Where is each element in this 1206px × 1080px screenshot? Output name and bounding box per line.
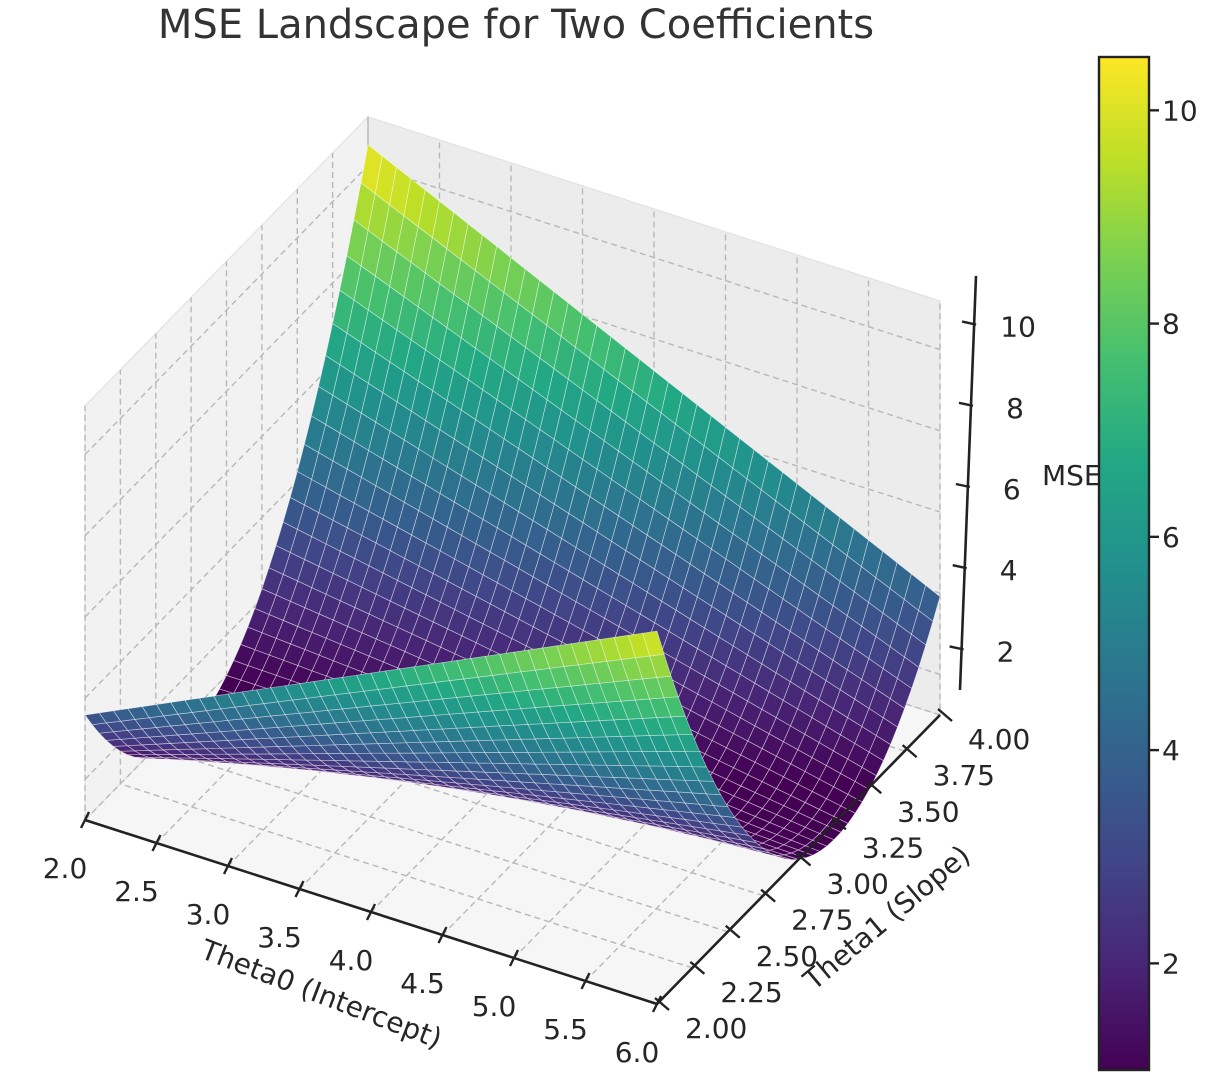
y-tick-mark bbox=[760, 888, 776, 903]
z-tick-label: 4 bbox=[1000, 554, 1018, 587]
z-axis-line bbox=[958, 275, 978, 691]
y-tick-mark bbox=[866, 780, 883, 795]
z-tick-mark bbox=[952, 564, 967, 570]
y-tick-label: 3.25 bbox=[862, 831, 924, 864]
surface-mesh bbox=[84, 144, 941, 861]
x-tick-label: 4.0 bbox=[329, 944, 374, 977]
z-tick-mark bbox=[955, 482, 971, 489]
x-tick-mark bbox=[365, 903, 377, 921]
x-tick-label: 6.0 bbox=[615, 1036, 660, 1069]
y-tick-label: 3.50 bbox=[897, 795, 959, 828]
y-tick-mark bbox=[901, 744, 918, 759]
y-axis-line bbox=[656, 714, 941, 1005]
y-tick-label: 2.25 bbox=[720, 976, 782, 1009]
y-tick-mark bbox=[831, 816, 847, 831]
y-tick-label: 3.00 bbox=[827, 868, 889, 901]
colorbar bbox=[1097, 55, 1151, 1072]
colorbar-ticks: 2 4 6 8 10 bbox=[1149, 94, 1198, 980]
y-tick-mark bbox=[795, 852, 812, 867]
y-tick-label: 2.00 bbox=[685, 1012, 747, 1045]
x-tick-label: 2.5 bbox=[114, 875, 159, 908]
y-tick-label: 4.00 bbox=[968, 723, 1030, 756]
z-tick-label: 10 bbox=[1000, 311, 1036, 344]
y-tick-mark bbox=[654, 997, 670, 1011]
x-tick-mark bbox=[222, 857, 234, 875]
x-tick-mark bbox=[508, 949, 520, 967]
z-tick-mark bbox=[961, 320, 977, 326]
z-axis-label: MSE bbox=[1042, 459, 1102, 492]
z-tick-label: 8 bbox=[1006, 392, 1024, 425]
tick-labels: 2.02.53.03.54.04.55.05.56.02.002.252.502… bbox=[43, 311, 1036, 1069]
x-tick-mark bbox=[437, 926, 448, 944]
grid-line bbox=[119, 369, 693, 969]
colorbar-tick-label: 8 bbox=[1162, 308, 1180, 341]
z-tick-label: 6 bbox=[1003, 473, 1021, 506]
colorbar-tick-label: 6 bbox=[1162, 521, 1180, 554]
colorbar-tick-label: 2 bbox=[1162, 947, 1180, 980]
axes bbox=[79, 275, 978, 1013]
y-tick-mark bbox=[689, 960, 706, 975]
x-tick-mark bbox=[79, 811, 91, 829]
y-tick-label: 3.75 bbox=[933, 759, 995, 792]
x-tick-mark bbox=[651, 995, 663, 1013]
x-tick-label: 5.5 bbox=[543, 1013, 588, 1046]
z-tick-mark bbox=[949, 645, 964, 651]
x-tick-label: 3.0 bbox=[186, 898, 231, 931]
z-tick-label: 2 bbox=[997, 635, 1015, 668]
x-tick-label: 4.5 bbox=[400, 967, 445, 1000]
x-tick-label: 2.0 bbox=[43, 852, 88, 885]
y-tick-mark bbox=[724, 924, 741, 939]
x-tick-mark bbox=[294, 880, 305, 898]
y-tick-label: 2.75 bbox=[791, 904, 853, 937]
x-tick-mark bbox=[151, 834, 162, 852]
x-tick-label: 5.0 bbox=[472, 990, 517, 1023]
z-tick-mark bbox=[958, 401, 974, 407]
y-tick-label: 2.50 bbox=[756, 940, 818, 973]
chart-title: MSE Landscape for Two Coefficients bbox=[158, 2, 874, 48]
surface-cell bbox=[642, 630, 665, 657]
colorbar-tick-label: 4 bbox=[1162, 734, 1180, 767]
colorbar-tick-label: 10 bbox=[1162, 94, 1198, 127]
y-tick-mark bbox=[937, 708, 953, 722]
x-tick-mark bbox=[580, 972, 591, 990]
x-tick-label: 3.5 bbox=[257, 921, 302, 954]
